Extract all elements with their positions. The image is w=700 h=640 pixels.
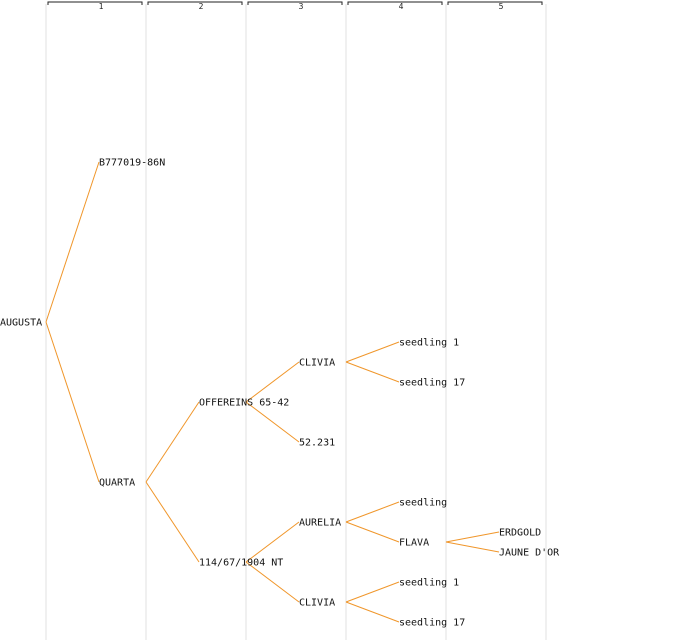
node-label: B777019-86N xyxy=(99,158,165,169)
node-label: seedling 17 xyxy=(399,378,465,389)
node-label: 114/67/1904 NT xyxy=(199,558,283,569)
generation-number: 2 xyxy=(199,2,204,11)
node-label: QUARTA xyxy=(99,478,135,489)
node-label: seedling xyxy=(399,498,447,509)
pedigree-edge xyxy=(45,321,100,483)
node-label: JAUNE D'OR xyxy=(499,548,560,559)
node-label: seedling 17 xyxy=(399,618,465,629)
generation-number: 4 xyxy=(399,2,404,11)
node-label: AURELIA xyxy=(299,518,341,529)
pedigree-edge xyxy=(145,401,200,483)
edge-layer xyxy=(45,161,500,623)
node-label: seedling 1 xyxy=(399,578,459,589)
pedigree-edge xyxy=(345,581,400,603)
node-label: CLIVIA xyxy=(299,598,335,609)
pedigree-edge xyxy=(45,161,100,323)
root-node-label: AUGUSTA xyxy=(0,318,42,329)
generation-number: 1 xyxy=(99,2,104,11)
generation-bracket xyxy=(447,1,543,5)
node-label: OFFEREINS 65-42 xyxy=(199,398,289,409)
pedigree-edge xyxy=(245,561,300,603)
generation-header: 1 2 3 4 5 xyxy=(47,1,543,11)
generation-number: 5 xyxy=(499,2,504,11)
node-label: CLIVIA xyxy=(299,358,335,369)
pedigree-edge xyxy=(245,521,300,563)
generation-bracket xyxy=(347,1,443,5)
generation-number: 3 xyxy=(299,2,304,11)
label-layer: AUGUSTA B777019-86N QUARTA OFFEREINS 65-42 C… xyxy=(0,158,560,629)
pedigree-edge xyxy=(345,501,400,523)
node-label: FLAVA xyxy=(399,538,429,549)
pedigree-edge xyxy=(345,521,400,543)
generation-bracket xyxy=(47,1,143,5)
node-label: 52.231 xyxy=(299,438,335,449)
node-label: seedling 1 xyxy=(399,338,459,349)
pedigree-edge xyxy=(145,481,200,563)
generation-bracket xyxy=(247,1,343,5)
pedigree-edge xyxy=(445,531,500,543)
node-label: ERDGOLD xyxy=(499,528,541,539)
pedigree-edge xyxy=(245,361,300,403)
pedigree-edge xyxy=(245,401,300,443)
pedigree-edge xyxy=(345,341,400,363)
pedigree-edge xyxy=(345,601,400,623)
pedigree-edge xyxy=(345,361,400,383)
generation-grid xyxy=(45,4,547,640)
pedigree-edge xyxy=(445,541,500,553)
generation-bracket xyxy=(147,1,243,5)
